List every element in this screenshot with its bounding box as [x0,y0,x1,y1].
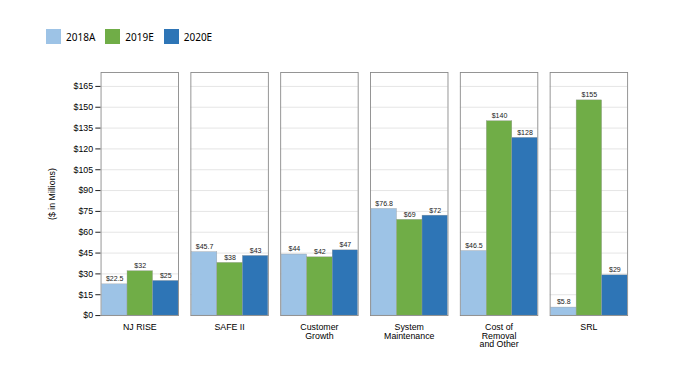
svg-text:$72: $72 [429,207,441,214]
svg-text:($ in Millions): ($ in Millions) [47,168,57,220]
svg-text:$120: $120 [74,144,94,154]
svg-text:SRL: SRL [580,322,597,332]
svg-text:$0: $0 [83,310,93,320]
svg-text:$46.5: $46.5 [465,242,483,249]
svg-text:$15: $15 [78,290,93,300]
svg-text:$22.5: $22.5 [106,275,124,282]
svg-text:$42: $42 [314,248,326,255]
svg-text:$165: $165 [74,81,94,91]
svg-text:$76.8: $76.8 [375,200,393,207]
svg-text:Cost ofRemovaland Other: Cost ofRemovaland Other [479,322,518,350]
html-text:2019E: 2019E [125,29,154,44]
svg-text:$29: $29 [609,266,621,273]
svg-text:$155: $155 [581,91,597,98]
svg-text:$69: $69 [404,211,416,218]
svg-text:$150: $150 [74,102,94,112]
svg-text:$60: $60 [78,227,93,237]
svg-text:CustomerGrowth: CustomerGrowth [300,322,338,341]
svg-text:$30: $30 [78,269,93,279]
html-text:2018A: 2018A [66,29,96,44]
svg-text:$45.7: $45.7 [196,243,214,250]
svg-text:$140: $140 [492,112,508,119]
svg-text:$75: $75 [78,206,93,216]
svg-text:$5.8: $5.8 [557,298,571,305]
svg-text:SAFE II: SAFE II [214,322,244,332]
svg-text:$25: $25 [160,272,172,279]
svg-text:NJ RISE: NJ RISE [123,322,157,332]
svg-text:$90: $90 [78,185,93,195]
svg-text:$38: $38 [224,254,236,261]
svg-text:$32: $32 [134,262,146,269]
svg-text:$128: $128 [517,129,533,136]
svg-text:SystemMaintenance: SystemMaintenance [384,322,434,341]
svg-text:$43: $43 [250,247,262,254]
svg-text:$47: $47 [340,241,352,248]
svg-text:$44: $44 [288,245,300,252]
svg-text:$135: $135 [74,123,94,133]
svg-text:$45: $45 [78,248,93,258]
svg-text:$105: $105 [74,165,94,175]
html-text:2020E: 2020E [183,29,213,44]
